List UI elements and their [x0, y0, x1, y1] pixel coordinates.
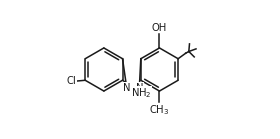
Text: CH$_3$: CH$_3$	[149, 104, 170, 117]
Text: N: N	[136, 83, 143, 93]
Text: OH: OH	[152, 23, 167, 33]
Text: N: N	[123, 83, 130, 93]
Text: NH$_2$: NH$_2$	[131, 86, 152, 100]
Text: Cl: Cl	[66, 76, 76, 86]
